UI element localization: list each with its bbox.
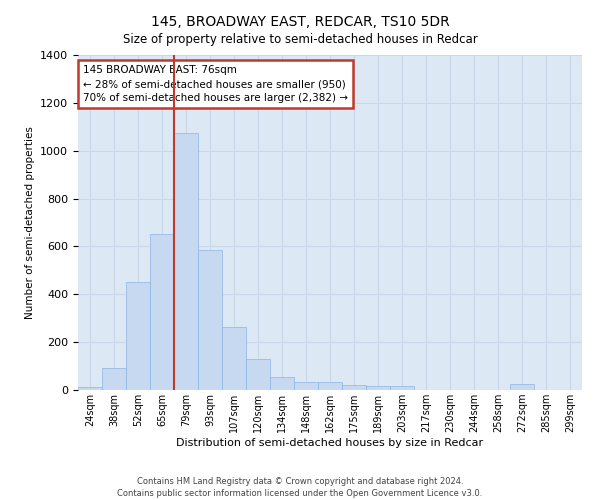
Bar [510,384,534,390]
Bar [198,250,222,390]
Bar [390,386,414,390]
Bar [294,382,318,390]
Text: 145, BROADWAY EAST, REDCAR, TS10 5DR: 145, BROADWAY EAST, REDCAR, TS10 5DR [151,15,449,29]
Bar [342,385,366,390]
Bar [174,133,198,390]
X-axis label: Distribution of semi-detached houses by size in Redcar: Distribution of semi-detached houses by … [176,438,484,448]
Bar [150,234,174,390]
Y-axis label: Number of semi-detached properties: Number of semi-detached properties [25,126,35,319]
Bar [246,359,270,390]
Bar [270,377,294,390]
Bar [222,326,246,390]
Bar [126,282,150,390]
Bar [78,387,102,390]
Bar [102,368,126,390]
Text: 145 BROADWAY EAST: 76sqm
← 28% of semi-detached houses are smaller (950)
70% of : 145 BROADWAY EAST: 76sqm ← 28% of semi-d… [83,65,348,103]
Bar [366,386,390,390]
Bar [318,382,342,390]
Text: Contains HM Land Registry data © Crown copyright and database right 2024.
Contai: Contains HM Land Registry data © Crown c… [118,476,482,498]
Text: Size of property relative to semi-detached houses in Redcar: Size of property relative to semi-detach… [122,32,478,46]
